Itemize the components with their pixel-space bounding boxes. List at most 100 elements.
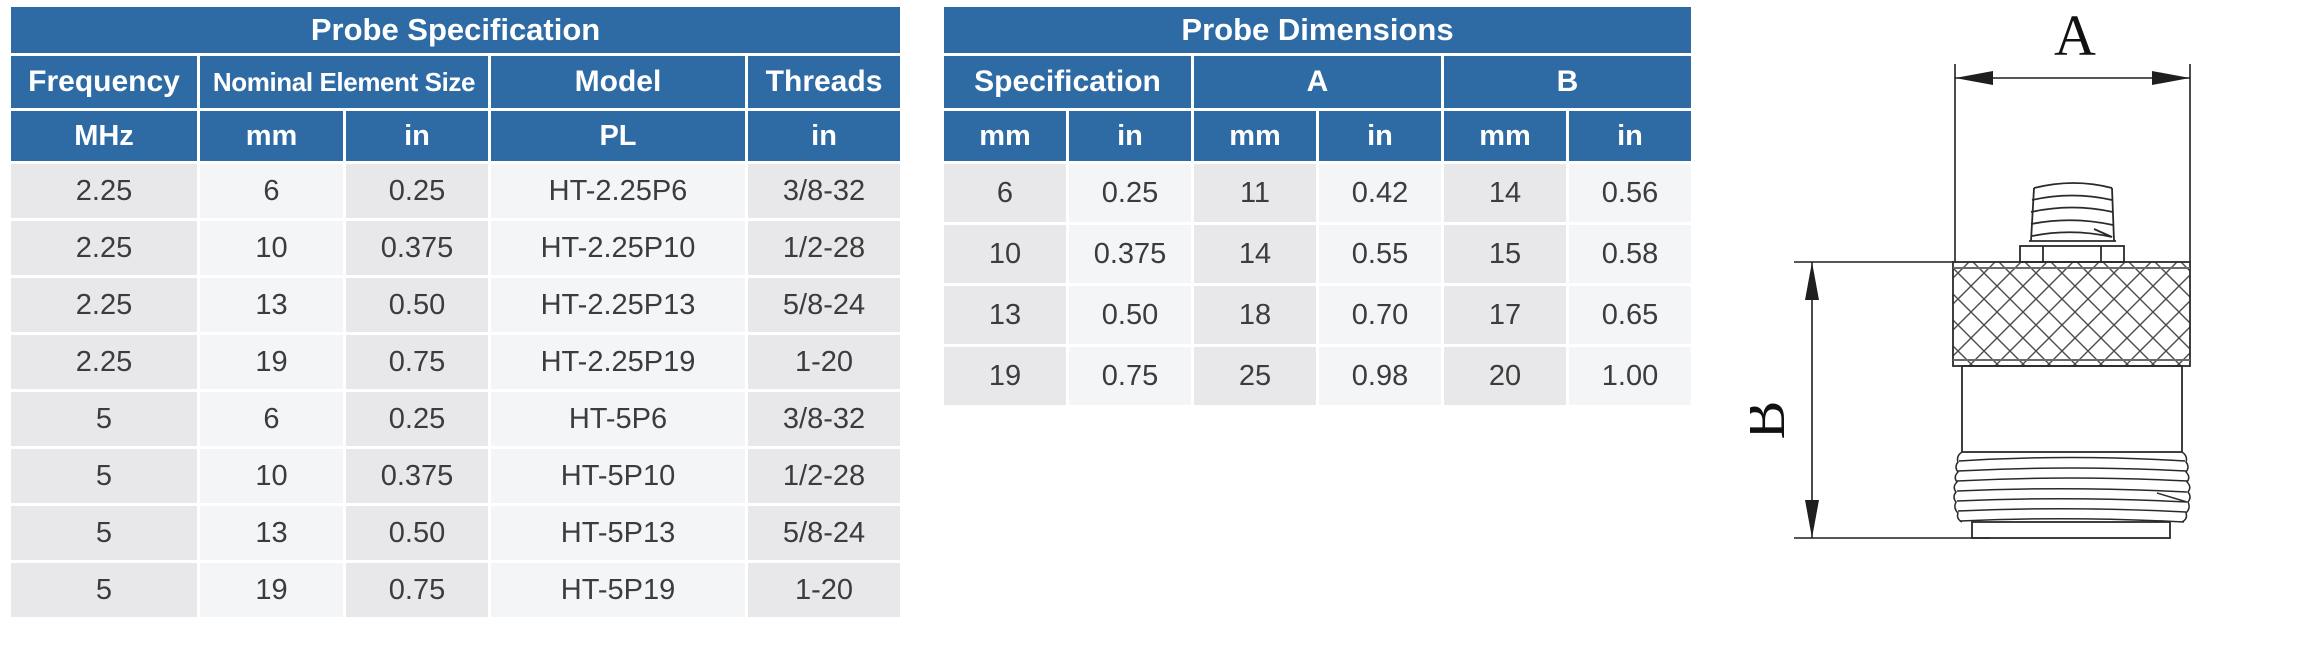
table-cell: 0.50 — [346, 278, 488, 332]
arrowhead-down — [1805, 500, 1819, 538]
table-cell: 6 — [200, 392, 343, 446]
table-cell: 13 — [944, 286, 1066, 344]
table-cell: 2.25 — [11, 278, 197, 332]
table-cell: 13 — [200, 506, 343, 560]
smooth-barrel — [1961, 365, 2183, 453]
knurled-grip — [1952, 261, 2191, 367]
table-cell: 5 — [11, 506, 197, 560]
table-cell: 20 — [1444, 347, 1566, 405]
probe-dimensions-table: Probe Dimensions Specification A B mm in… — [941, 4, 1694, 408]
table-cell: 14 — [1444, 164, 1566, 222]
table-cell: 3/8-32 — [748, 164, 901, 218]
table-cell: 0.70 — [1319, 286, 1441, 344]
table-cell: HT-2.25P10 — [491, 221, 745, 275]
model-header: Model — [491, 56, 745, 108]
table-cell: HT-5P10 — [491, 449, 745, 503]
table-cell: 13 — [200, 278, 343, 332]
table-cell: 18 — [1194, 286, 1316, 344]
spec-table-title: Probe Specification — [11, 7, 901, 53]
top-thread-stud — [2029, 182, 2116, 242]
unit-mm: mm — [1444, 111, 1566, 161]
table-row: 2.25 13 0.50 HT-2.25P13 5/8-24 — [11, 278, 901, 332]
table-cell: 17 — [1444, 286, 1566, 344]
table-cell: 0.25 — [346, 392, 488, 446]
unit-header-row: mm in mm in mm in — [944, 111, 1692, 161]
table-cell: 6 — [200, 164, 343, 218]
table-cell: 2.25 — [11, 221, 197, 275]
table-cell: 0.50 — [346, 506, 488, 560]
dims-table-title: Probe Dimensions — [944, 7, 1692, 53]
unit-in: in — [1069, 111, 1191, 161]
table-cell: 15 — [1444, 225, 1566, 283]
nominal-element-size-header: Nominal Element Size — [200, 56, 488, 108]
table-cell: 5/8-24 — [748, 278, 901, 332]
table-cell: 10 — [200, 449, 343, 503]
table-cell: 0.58 — [1569, 225, 1692, 283]
table-cell: 19 — [200, 335, 343, 389]
specification-header: Specification — [944, 56, 1191, 108]
table-cell: 1/2-28 — [748, 449, 901, 503]
table-row: 13 0.50 18 0.70 17 0.65 — [944, 286, 1692, 344]
table-cell: 0.65 — [1569, 286, 1692, 344]
arrowhead-right — [2152, 71, 2190, 85]
table-cell: 19 — [200, 563, 343, 617]
table-cell: 14 — [1194, 225, 1316, 283]
table-row: 2.25 10 0.375 HT-2.25P10 1/2-28 — [11, 221, 901, 275]
table-cell: 0.56 — [1569, 164, 1692, 222]
spec-table-body: 2.25 6 0.25 HT-2.25P6 3/8-32 2.25 10 0.375 HT-2.… — [11, 164, 901, 617]
bottom-cap — [1971, 521, 2171, 539]
table-cell: 0.75 — [346, 563, 488, 617]
table-row: 5 6 0.25 HT-5P6 3/8-32 — [11, 392, 901, 446]
table-cell: 0.75 — [346, 335, 488, 389]
dim-b-header: B — [1444, 56, 1692, 108]
unit-in: in — [1319, 111, 1441, 161]
probe-drawing-svg: A B — [1732, 3, 2191, 539]
table-cell: HT-2.25P13 — [491, 278, 745, 332]
table-cell: HT-5P6 — [491, 392, 745, 446]
dim-a-header: A — [1194, 56, 1441, 108]
table-row: 5 19 0.75 HT-5P19 1-20 — [11, 563, 901, 617]
table-cell: 25 — [1194, 347, 1316, 405]
table-cell: 5 — [11, 392, 197, 446]
frequency-header: Frequency — [11, 56, 197, 108]
table-cell: 0.375 — [346, 449, 488, 503]
table-row: 6 0.25 11 0.42 14 0.56 — [944, 164, 1692, 222]
table-cell: 1.00 — [1569, 347, 1692, 405]
table-row: 5 10 0.375 HT-5P10 1/2-28 — [11, 449, 901, 503]
table-cell: 0.25 — [1069, 164, 1191, 222]
threads-header: Threads — [748, 56, 901, 108]
table-cell: 2.25 — [11, 335, 197, 389]
probe-technical-drawing: A B — [1732, 0, 2300, 560]
unit-in: in — [748, 111, 901, 161]
unit-mm: mm — [944, 111, 1066, 161]
unit-mhz: MHz — [11, 111, 197, 161]
lower-thread-section — [1953, 451, 2191, 523]
group-header-row: Frequency Nominal Element Size Model Thr… — [11, 56, 901, 108]
table-cell: 0.55 — [1319, 225, 1441, 283]
table-cell: 10 — [944, 225, 1066, 283]
table-cell: 1/2-28 — [748, 221, 901, 275]
table-row: 5 13 0.50 HT-5P13 5/8-24 — [11, 506, 901, 560]
unit-mm: mm — [1194, 111, 1316, 161]
table-cell: 2.25 — [11, 164, 197, 218]
table-cell: 0.42 — [1319, 164, 1441, 222]
table-cell: HT-2.25P6 — [491, 164, 745, 218]
table-row: 2.25 19 0.75 HT-2.25P19 1-20 — [11, 335, 901, 389]
table-title-row: Probe Specification — [11, 7, 901, 53]
table-cell: 0.25 — [346, 164, 488, 218]
table-cell: 0.375 — [346, 221, 488, 275]
table-row: 19 0.75 25 0.98 20 1.00 — [944, 347, 1692, 405]
table-row: 10 0.375 14 0.55 15 0.58 — [944, 225, 1692, 283]
probe-specification-table: Probe Specification Frequency Nominal El… — [8, 4, 903, 620]
group-header-row: Specification A B — [944, 56, 1692, 108]
table-cell: HT-2.25P19 — [491, 335, 745, 389]
probe-outline — [1952, 182, 2191, 539]
table-cell: 3/8-32 — [748, 392, 901, 446]
table-cell: 0.75 — [1069, 347, 1191, 405]
stud-collar — [2019, 245, 2125, 263]
table-cell: 5 — [11, 449, 197, 503]
unit-in: in — [1569, 111, 1692, 161]
dimension-a: A — [1954, 3, 2191, 262]
table-cell: 5 — [11, 563, 197, 617]
table-cell: 11 — [1194, 164, 1316, 222]
